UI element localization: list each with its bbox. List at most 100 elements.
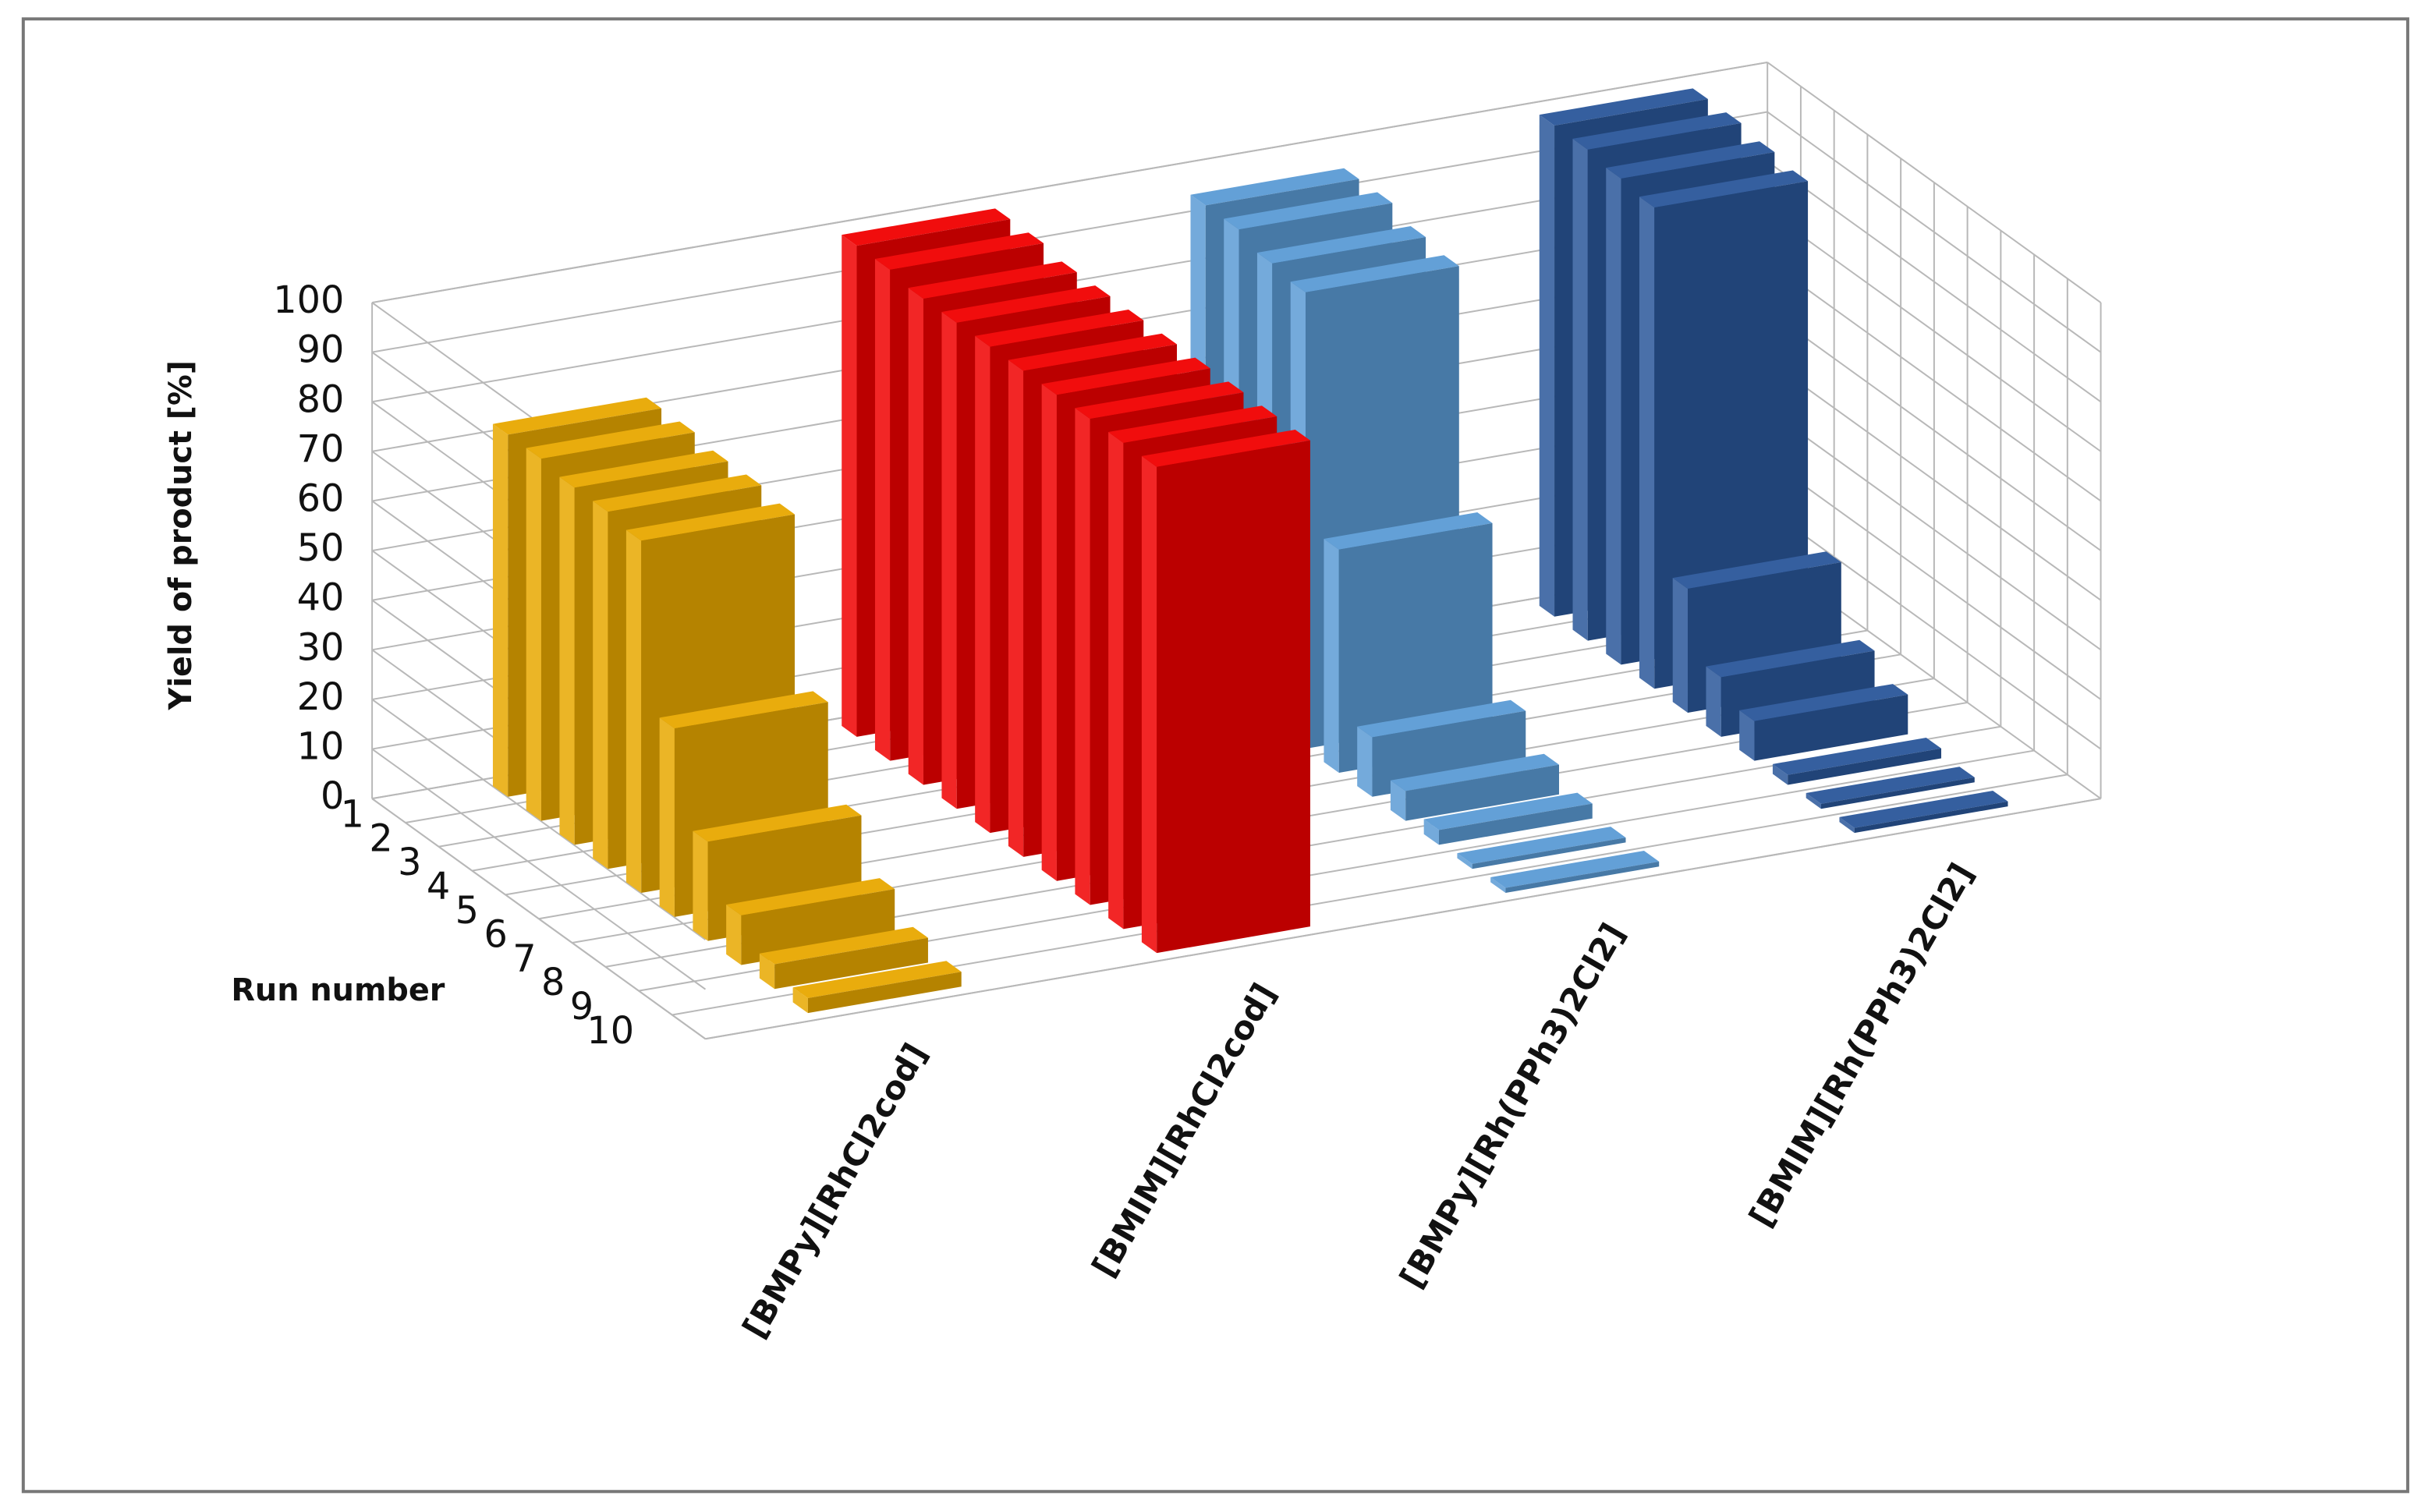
- bar-top: [1706, 639, 1875, 678]
- bar-side: [1457, 853, 1472, 869]
- bar-top: [759, 926, 928, 965]
- y-axis-title: Yield of product [%]: [163, 360, 199, 710]
- bar-side: [526, 448, 541, 821]
- bar-side: [593, 501, 608, 869]
- bar-side: [1806, 793, 1821, 809]
- bar-top: [559, 450, 728, 488]
- bar-side: [1108, 432, 1124, 930]
- bar-front: [1754, 694, 1908, 761]
- run-tick-label: 9: [570, 986, 594, 1029]
- bar: [1390, 753, 1560, 821]
- bar-front: [1820, 777, 1975, 809]
- bar-top: [1041, 357, 1210, 395]
- bar-side: [1041, 384, 1057, 881]
- bar-top: [1457, 827, 1626, 864]
- bar: [1457, 827, 1626, 869]
- bar-side: [726, 905, 742, 965]
- bar-side: [975, 335, 990, 834]
- bar-top: [1390, 753, 1560, 791]
- bar-front: [1505, 861, 1660, 894]
- bar: [1423, 792, 1593, 845]
- bar-side: [1606, 168, 1621, 665]
- bar-front: [1854, 801, 2008, 834]
- run-tick-label: 4: [427, 866, 450, 908]
- bar-top: [1290, 255, 1459, 292]
- bar-top: [625, 503, 795, 541]
- bar-front: [1788, 748, 1942, 785]
- bar: [1141, 430, 1310, 954]
- bar: [1772, 738, 1942, 785]
- run-tick-label: 1: [341, 794, 364, 837]
- bar-top: [1772, 738, 1942, 775]
- bar-side: [625, 529, 642, 894]
- bar-top: [526, 421, 695, 459]
- run-axis-title: Run number: [231, 972, 445, 1008]
- bar-side: [759, 953, 775, 990]
- bar-side: [1672, 578, 1689, 714]
- bar-side: [492, 423, 509, 797]
- bar-side: [1772, 763, 1788, 785]
- bar-top: [1008, 333, 1178, 371]
- bar-top: [1141, 430, 1310, 467]
- bar-top: [1324, 512, 1493, 550]
- bar-side: [1572, 138, 1588, 641]
- bar: [1490, 850, 1660, 894]
- run-tick-label: 10: [586, 1010, 634, 1053]
- run-tick-label: 8: [541, 961, 565, 1004]
- bar-top: [726, 878, 895, 915]
- y-tick-label: 100: [273, 279, 344, 322]
- bar-top: [975, 309, 1144, 347]
- y-tick-label: 70: [297, 428, 345, 471]
- y-tick-label: 90: [297, 329, 345, 372]
- bar: [726, 878, 895, 965]
- bar-side: [1539, 115, 1555, 617]
- bar-front: [1438, 803, 1593, 845]
- run-tick-label: 5: [455, 890, 479, 933]
- bar-top: [1739, 684, 1908, 721]
- bar-top: [1490, 850, 1660, 888]
- bar-side: [1141, 455, 1157, 954]
- bar-top: [1224, 192, 1393, 230]
- bar-top: [659, 691, 828, 729]
- bar-side: [908, 288, 923, 785]
- y-tick-label: 20: [297, 676, 345, 719]
- bar: [1806, 767, 1975, 809]
- bar-side: [1639, 197, 1655, 689]
- run-tick-label: 2: [369, 817, 392, 860]
- bar-front: [1405, 764, 1560, 821]
- bar: [1839, 791, 2008, 834]
- bar-front: [1157, 440, 1310, 954]
- bar: [792, 961, 962, 1014]
- bar-top: [1806, 767, 1975, 804]
- bar-top: [1839, 791, 2008, 828]
- bar-top: [1423, 792, 1593, 830]
- y-tick-label: 80: [297, 378, 345, 421]
- bar-side: [842, 235, 857, 737]
- bar-top: [1572, 112, 1742, 150]
- bar-top: [1539, 88, 1708, 126]
- run-tick-label: 3: [398, 841, 421, 884]
- bar-top: [1190, 168, 1359, 206]
- bar-side: [1423, 819, 1439, 845]
- bar-top: [908, 261, 1077, 299]
- bar-front: [774, 937, 928, 990]
- bar-top: [492, 397, 662, 435]
- bar-top: [1075, 381, 1244, 420]
- bar-side: [1706, 666, 1721, 737]
- bar-front: [807, 972, 962, 1014]
- bar-side: [1008, 359, 1024, 857]
- bar-top: [593, 474, 762, 512]
- run-tick-label: 7: [512, 937, 536, 980]
- bar-side: [1490, 876, 1506, 894]
- bar: [1739, 684, 1908, 761]
- floor-edge: [705, 798, 2101, 1040]
- bar-front: [741, 889, 895, 965]
- y-tick-label: 50: [297, 527, 345, 570]
- bar-side: [1075, 408, 1090, 905]
- bar-top: [1256, 226, 1426, 264]
- bar-side: [559, 476, 575, 845]
- bar-side: [1324, 538, 1339, 773]
- grid-line: [371, 111, 1768, 353]
- bar-top: [1639, 170, 1809, 208]
